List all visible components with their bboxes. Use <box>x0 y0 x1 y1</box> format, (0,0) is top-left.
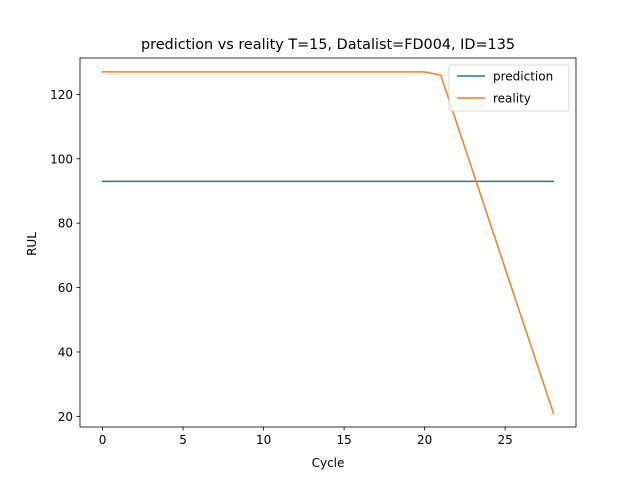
y-axis-label: RUL <box>25 232 39 256</box>
y-tick-label: 80 <box>58 217 73 231</box>
x-tick-label: 10 <box>256 433 271 447</box>
chart-title: prediction vs reality T=15, Datalist=FD0… <box>141 37 515 53</box>
x-axis-label: Cycle <box>312 456 345 470</box>
x-tick-label: 0 <box>99 433 107 447</box>
axes-frame <box>79 57 577 428</box>
series-line-reality <box>101 71 555 415</box>
x-tick-label: 25 <box>498 433 513 447</box>
legend-label-prediction: prediction <box>493 70 553 84</box>
legend: prediction reality <box>448 64 570 112</box>
y-tick-label: 20 <box>58 410 73 424</box>
y-tick-label: 120 <box>50 88 73 102</box>
series-layer <box>101 71 555 415</box>
y-tick-label: 60 <box>58 281 73 295</box>
legend-label-reality: reality <box>493 92 531 106</box>
y-tick-label: 40 <box>58 345 73 359</box>
x-tick-label: 20 <box>417 433 432 447</box>
x-tick-label: 15 <box>336 433 351 447</box>
x-tick-label: 5 <box>179 433 187 447</box>
axes-layer: 0 5 10 15 20 25 20 40 60 80 100 120 <box>50 57 577 447</box>
y-tick-label: 100 <box>50 152 73 166</box>
